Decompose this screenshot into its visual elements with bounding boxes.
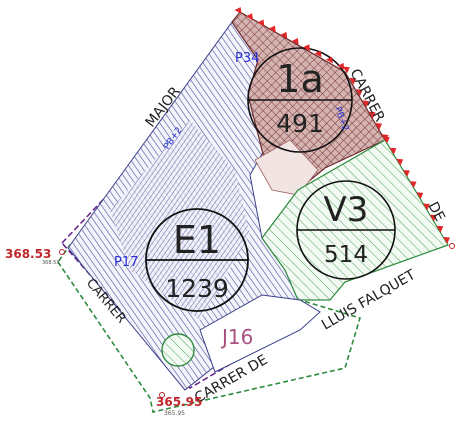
elevation-left-small: 368.53: [42, 260, 60, 266]
elevation-bottom: 365.95: [156, 395, 202, 409]
red-triangle-icon: [362, 100, 370, 108]
red-triangle-icon: [245, 13, 253, 21]
red-triangle-icon: [280, 31, 288, 39]
survey-point-icon: [159, 392, 165, 398]
red-triangle-icon: [268, 25, 276, 33]
parcel-v3-zone: V3: [324, 190, 369, 230]
red-triangle-icon: [349, 77, 357, 85]
red-triangle-icon: [303, 44, 311, 52]
parcel-p34-code: P34: [235, 51, 259, 66]
elevation-left: 368.53: [5, 247, 51, 261]
green-tree-marker: [161, 333, 195, 367]
red-triangle-icon: [314, 50, 322, 58]
red-triangle-icon: [325, 56, 333, 64]
red-triangle-icon: [234, 7, 242, 14]
parcel-1a-circle: [247, 47, 353, 153]
parcel-1a-value: 491: [276, 109, 324, 138]
red-triangle-icon: [436, 225, 444, 233]
red-triangle-icon: [368, 111, 376, 119]
red-triangle-icon: [343, 66, 350, 74]
survey-point-icon: [449, 243, 455, 249]
red-triangle-icon: [355, 89, 363, 97]
red-triangle-icon: [291, 38, 299, 45]
red-triangle-icon: [396, 158, 404, 166]
parcel-1a-zone: 1a: [276, 57, 323, 101]
parcel-v3-area: [261, 139, 449, 301]
red-triangle-icon: [403, 170, 410, 177]
red-triangle-icon: [389, 147, 397, 155]
red-triangle-icon: [257, 19, 265, 27]
elevation-bottom-small: 365.95: [164, 410, 185, 417]
red-triangle-icon: [429, 214, 437, 222]
parcel-j16-code: J16: [220, 325, 253, 349]
survey-point-icon: [59, 249, 65, 255]
boundary-markers: [234, 7, 450, 244]
red-triangle-icon: [382, 136, 390, 144]
red-triangle-icon: [409, 181, 417, 189]
red-triangle-icon: [443, 236, 450, 244]
parcel-e1-circle: [145, 208, 249, 312]
red-triangle-icon: [423, 203, 430, 211]
courtyard: [254, 139, 319, 196]
red-triangle-icon: [375, 122, 383, 130]
parcel-j16-area: [199, 294, 321, 373]
parcel-v3-circle: [296, 180, 396, 280]
red-triangle-icon: [416, 192, 424, 200]
parcel-e1-zone: E1: [173, 218, 221, 262]
parcel-p17-dense-area: [110, 120, 250, 320]
parcel-v3-value: 514: [324, 242, 368, 268]
parcel-e1-value: 1239: [165, 274, 229, 303]
red-triangle-icon: [337, 62, 345, 70]
parcel-p17-code: P17: [114, 255, 138, 270]
